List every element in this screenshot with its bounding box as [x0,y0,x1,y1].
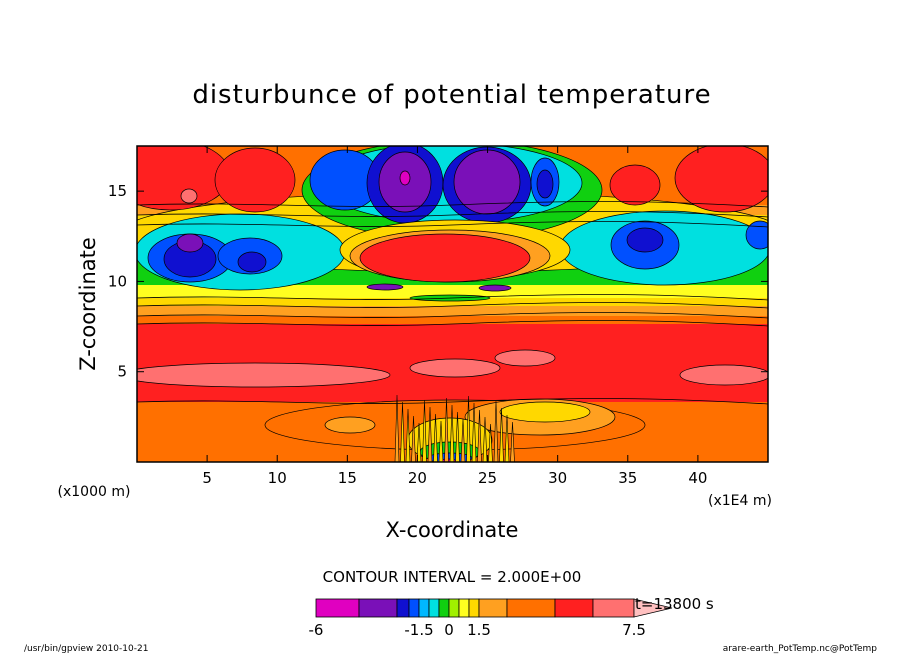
contour-line [137,398,768,405]
colorbar-segment [315,598,360,618]
convective-spike [510,421,515,462]
x-axis-label: X-coordinate [386,518,519,542]
y-tick-label: 10 [108,272,127,290]
footer-left: /usr/bin/gpview 2010-10-21 [24,644,148,654]
right-navy-1 [626,227,664,253]
convective-spike [422,399,427,462]
x-unit-left: (x1000 m) [58,484,131,500]
colorbar-segment [438,598,450,618]
convective-spike [411,415,416,462]
y-tick-label: 5 [117,363,127,381]
convective-spike [504,414,510,462]
field-contours [137,146,768,462]
convective-spike [438,420,444,462]
x-tick-label: 5 [202,469,212,487]
convective-spike [416,422,422,462]
y-axis-label: Z-coordinate [76,237,100,371]
red-band-right [494,349,556,367]
colorbar-segment [478,598,508,618]
left-purple-1 [176,233,204,253]
colorbar-label: -6 [309,621,324,639]
surface-gold-left [324,416,376,434]
anvil-dark-streak-right [478,284,512,292]
upper-left-orange-2 [214,147,296,213]
colorbar-label: 0 [444,621,454,639]
colorbar-segment [428,598,440,618]
upper-left-red-dot [180,188,198,204]
top-magenta-left [399,170,411,186]
colorbar-segment [448,598,460,618]
convective-spike [477,409,482,462]
y-axis: 5 10 15 [108,182,768,381]
red-band-mid [409,358,501,378]
convective-spike [466,395,471,462]
left-navy-2 [237,251,267,273]
colorbar-label: -1.5 [404,621,433,639]
colorbar-segment [418,598,430,618]
x-tick-label: 40 [688,469,707,487]
colorbar-label: 1.5 [467,621,491,639]
x-unit-right: (x1E4 m) [708,493,772,509]
contour-line [137,320,768,327]
right-blue-2 [745,220,768,250]
upper-lightgreen-layer [137,285,768,301]
contour-line [137,294,768,301]
x-tick-label: 10 [268,469,287,487]
contour-line [137,312,768,319]
convective-spike [400,401,405,462]
convective-spike [499,407,504,462]
convective-spike [444,397,449,462]
x-tick-label: 20 [408,469,427,487]
colorbar-label: 7.5 [622,621,646,639]
x-tick-label: 15 [338,469,357,487]
top-navy-right [536,169,554,199]
colorbar-over-arrow [633,598,673,618]
convective-spike [482,416,488,462]
time-label: t=13800 s [635,595,714,613]
plot-area [137,146,768,462]
convective-spike [427,406,433,462]
colorbar-segment [458,598,470,618]
convective-spike [405,408,411,462]
footer-right: arare-earth_PotTemp.nc@PotTemp [723,644,878,654]
convective-spike [394,394,400,462]
upper-right-orange [674,146,768,213]
contour-line [137,201,768,208]
colorbar-segment [554,598,594,618]
convective-spike [455,411,460,462]
upper-right-orange-2 [609,164,661,206]
colorbar-segment [468,598,480,618]
anvil-dark-streak-left [366,283,404,291]
colorbar-segment [506,598,556,618]
convective-spike [433,413,438,462]
contour-line [137,211,768,218]
red-band-left [137,362,391,388]
x-tick-label: 30 [548,469,567,487]
chart-title: disturbunce of potential temperature [192,80,711,110]
contour-line [137,302,768,309]
mid-lightorange-layer [137,316,768,326]
convective-spike [488,423,493,462]
x-tick-label: 25 [478,469,497,487]
colorbar-segment [396,598,410,618]
surface-yellow [499,401,591,423]
convective-spike [449,404,455,462]
colorbar-segment [408,598,420,618]
convective-spike [493,400,499,462]
red-band-right-2 [679,364,768,386]
upper-left-orange [137,146,231,211]
contour-interval: CONTOUR INTERVAL = 2.000E+00 [323,568,582,586]
colorbar-segment [358,598,398,618]
anvil-orange [359,233,531,283]
convective-spike [460,418,466,462]
colorbar-segment [592,598,635,618]
x-tick-label: 35 [618,469,637,487]
plot-frame [136,145,769,463]
convective-spike [471,402,477,462]
y-tick-label: 15 [108,182,127,200]
contour-line [137,221,768,228]
colorbar: -6 -1.5 0 1.5 7.5 [309,598,673,639]
x-axis: 5 10 15 20 25 30 35 40 [202,146,707,487]
